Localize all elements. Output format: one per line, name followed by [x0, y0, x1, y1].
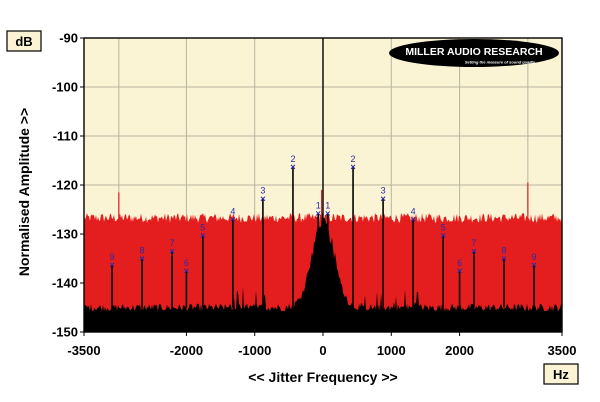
- harmonic-label: 8: [501, 246, 506, 256]
- y-unit-box: dB: [6, 30, 42, 52]
- harmonic-markers: 1 12 23 34 45 56 67 78 89 9: [109, 154, 537, 274]
- harmonic-label: 3: [260, 186, 265, 196]
- harmonic-marker: [290, 164, 296, 170]
- harmonic-marker: [200, 233, 206, 238]
- harmonic-marker: [440, 233, 446, 238]
- x-tick-labels: -3500 -2000 -1000 0 1000 2000 3500: [67, 332, 576, 358]
- y-tick-labels: -90 -100 -110 -120 -130 -140 -150: [52, 31, 84, 340]
- harmonic-label: 4: [411, 206, 416, 216]
- harmonic-marker: [325, 211, 331, 216]
- y-tick-label: -100: [52, 80, 78, 95]
- logo-name: MILLER AUDIO RESEARCH: [405, 46, 542, 58]
- y-tick-label: -130: [52, 227, 78, 242]
- x-tick-label: 0: [319, 343, 326, 358]
- harmonic-marker: [380, 196, 386, 202]
- miller-audio-research-logo: MILLER AUDIO RESEARCH Setting the measur…: [389, 39, 559, 67]
- harmonic-label: 4: [230, 206, 235, 216]
- harmonic-label: 1: [316, 200, 321, 210]
- red-spikes: [118, 182, 529, 220]
- harmonic-label: 2: [351, 154, 356, 164]
- harmonic-label: 6: [457, 258, 462, 268]
- x-tick-label: 2000: [445, 343, 474, 358]
- harmonic-marker: [109, 262, 115, 268]
- harmonic-marker: [184, 268, 189, 274]
- y-tick-label: -150: [52, 325, 78, 340]
- harmonic-marker: [230, 216, 236, 222]
- harmonic-label: 8: [140, 246, 145, 256]
- harmonic-label: 2: [290, 154, 295, 164]
- harmonic-marker: [457, 268, 462, 274]
- x-tick-label: -3500: [67, 343, 100, 358]
- harmonic-marker: [471, 248, 477, 254]
- y-unit-label: dB: [15, 34, 32, 49]
- logo-tagline: Setting the measure of sound quality: [465, 60, 536, 65]
- x-tick-label: 1000: [377, 343, 406, 358]
- black-spikes: [111, 38, 535, 308]
- x-tick-label: -1000: [238, 343, 271, 358]
- y-tick-label: -110: [53, 129, 78, 144]
- harmonic-label: 9: [109, 252, 114, 262]
- x-tick-label: 3500: [548, 343, 577, 358]
- spectrum: [84, 38, 562, 332]
- harmonic-label: 7: [471, 238, 476, 248]
- harmonic-label: 6: [184, 258, 189, 268]
- harmonic-marker: [501, 256, 507, 261]
- harmonic-label: 5: [200, 222, 205, 232]
- harmonic-marker: [410, 216, 416, 222]
- harmonic-marker: [315, 211, 321, 216]
- x-unit-label: Hz: [553, 367, 569, 382]
- y-axis-title: Normalised Amplitude >>: [16, 108, 32, 276]
- x-unit-box: Hz: [543, 363, 579, 385]
- y-tick-label: -90: [59, 31, 78, 46]
- harmonic-label: 9: [531, 252, 536, 262]
- harmonic-marker: [350, 164, 356, 170]
- harmonic-marker: [531, 262, 537, 268]
- harmonic-marker: [260, 196, 266, 202]
- harmonic-label: 5: [441, 222, 446, 232]
- x-axis-title: << Jitter Frequency >>: [248, 369, 397, 385]
- y-tick-label: -140: [52, 276, 78, 291]
- x-tick-label: -2000: [170, 343, 203, 358]
- harmonic-marker: [169, 248, 175, 254]
- harmonic-label: 3: [381, 186, 386, 196]
- harmonic-marker: [139, 256, 145, 261]
- harmonic-label: 1: [325, 200, 330, 210]
- harmonic-label: 7: [170, 238, 175, 248]
- y-tick-label: -120: [52, 178, 78, 193]
